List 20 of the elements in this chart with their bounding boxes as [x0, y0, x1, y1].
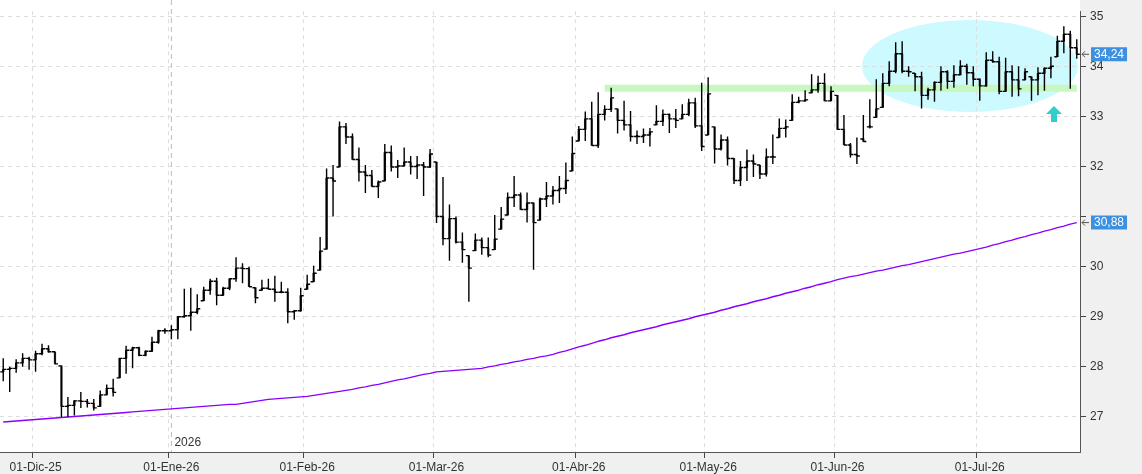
y-tick-label: 29 — [1090, 309, 1104, 324]
x-tick-label: 01-Dic-25 — [9, 459, 62, 474]
y-tick-label: 34 — [1090, 58, 1104, 73]
x-tick-label: 01-Feb-26 — [279, 459, 336, 474]
x-tick-label: 01-Jul-26 — [954, 459, 1006, 474]
y-tick-label: 30 — [1090, 258, 1104, 273]
x-tick-label: 01-Mar-26 — [408, 459, 465, 474]
x-tick-label: 01-Ene-26 — [143, 459, 200, 474]
x-tick-label: 01-Abr-26 — [552, 459, 606, 474]
y-tick-label: 28 — [1090, 359, 1104, 374]
y-tick-label: 27 — [1090, 409, 1104, 424]
y-tick-label: 32 — [1090, 158, 1104, 173]
y-tick-label: 35 — [1090, 8, 1104, 23]
x-tick-label: 01-Jun-26 — [810, 459, 865, 474]
candlestick — [228, 277, 231, 291]
ref-line-label: 2026 — [174, 435, 202, 450]
x-tick-label: 01-May-26 — [679, 459, 738, 474]
y-tick-label: 33 — [1090, 108, 1104, 123]
text: 34,24 — [1094, 46, 1125, 61]
text: 30,88 — [1094, 214, 1125, 229]
